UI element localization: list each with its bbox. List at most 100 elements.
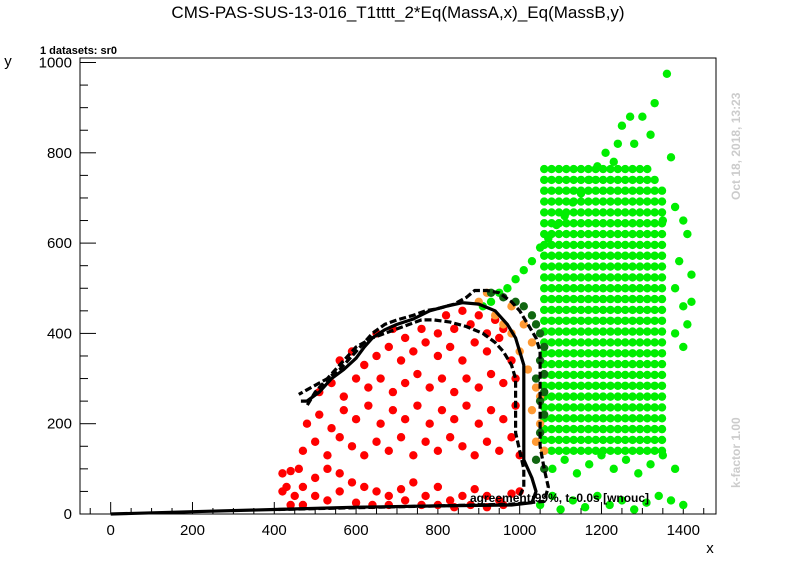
data-point-allowed [621, 403, 630, 412]
data-point-allowed [554, 208, 564, 217]
data-point-excluded_mismatch [531, 437, 541, 446]
data-point-allowed [670, 464, 680, 474]
data-point-excluded [315, 410, 324, 419]
data-point-allowed [554, 175, 564, 185]
data-point-allowed [554, 284, 564, 293]
data-point-allowed [650, 327, 659, 336]
data-point-allowed [643, 294, 652, 304]
data-point-allowed [650, 229, 659, 239]
data-point-allowed [562, 273, 571, 282]
data-point-allowed [628, 251, 637, 260]
data-point-allowed [635, 186, 645, 195]
data-point-allowed [621, 414, 630, 423]
data-point-allowed [576, 240, 586, 250]
data-point-allowed [643, 435, 652, 445]
data-point-excluded [310, 473, 320, 483]
data-point-allowed [576, 208, 586, 217]
data-point-excluded [298, 482, 308, 492]
data-point-excluded [437, 405, 447, 415]
data-point-allowed [657, 219, 667, 228]
data-point-allowed [547, 381, 556, 390]
data-point-allowed [679, 302, 688, 311]
data-point-allowed [554, 392, 564, 401]
data-point-allowed [598, 370, 608, 380]
data-point-allowed [547, 392, 556, 401]
data-point-allowed [569, 424, 578, 434]
data-point-allowed [643, 229, 652, 239]
data-point-allowed [657, 414, 667, 423]
data-point-allowed [606, 414, 615, 423]
data-point-allowed [598, 208, 608, 217]
y-tick-label: 200 [47, 416, 72, 433]
data-point-allowed [547, 424, 556, 434]
data-point-allowed [613, 305, 623, 315]
data-point-allowed [621, 349, 630, 358]
data-point-allowed [635, 435, 645, 445]
data-point-allowed [591, 435, 600, 445]
data-point-allowed [562, 208, 571, 217]
data-point-allowed [576, 164, 586, 174]
data-point-allowed [576, 403, 586, 412]
data-point-excluded [347, 442, 357, 451]
data-point-allowed [621, 175, 630, 185]
data-point-excluded [437, 374, 447, 383]
data-point-excluded [372, 437, 381, 446]
data-point-allowed [609, 157, 618, 167]
data-point-allowed [606, 284, 615, 293]
data-point-allowed [569, 435, 578, 445]
data-point-allowed [598, 403, 608, 412]
data-point-allowed_mismatch [540, 410, 549, 419]
data-point-allowed [562, 284, 571, 293]
data-point-allowed [576, 392, 586, 401]
data-point-excluded [364, 401, 373, 410]
data-point-allowed [540, 240, 549, 250]
data-point-allowed [650, 435, 659, 445]
data-point-allowed [576, 284, 586, 293]
data-point-allowed [576, 197, 586, 206]
data-point-allowed [591, 164, 600, 174]
data-point-allowed [613, 175, 623, 185]
data-point-allowed [643, 359, 652, 369]
data-point-allowed [606, 349, 615, 358]
data-point-excluded [433, 351, 443, 361]
data-point-allowed [591, 208, 600, 217]
data-point-allowed [540, 186, 549, 195]
data-point-allowed [519, 265, 528, 275]
data-point-allowed [576, 294, 586, 304]
y-tick-label: 600 [47, 235, 72, 252]
data-point-allowed [621, 197, 630, 206]
data-point-allowed [562, 305, 571, 315]
data-point-allowed [628, 273, 637, 282]
data-point-allowed [569, 240, 578, 250]
data-point-allowed [606, 403, 615, 412]
data-point-allowed [643, 262, 652, 271]
data-point-excluded [388, 387, 398, 397]
data-point-allowed [650, 284, 659, 293]
exclusion-line-dashed [305, 318, 526, 497]
data-point-excluded [433, 482, 443, 492]
data-point-allowed [657, 273, 667, 282]
data-point-allowed [628, 186, 637, 195]
data-point-allowed [569, 164, 578, 174]
data-point-allowed [654, 491, 663, 501]
data-point-allowed [613, 164, 623, 174]
data-point-allowed [569, 175, 578, 185]
data-point-allowed [657, 338, 667, 347]
data-point-allowed [650, 446, 659, 455]
data-point-allowed [576, 338, 586, 347]
data-point-allowed [576, 381, 586, 390]
data-point-allowed [642, 498, 651, 507]
data-point-allowed [613, 262, 623, 271]
data-point-allowed [554, 273, 564, 282]
data-point-allowed [547, 294, 556, 304]
data-point-allowed [650, 175, 659, 185]
data-point-excluded [450, 387, 459, 397]
data-point-allowed [569, 392, 578, 401]
data-point-allowed [576, 446, 586, 455]
data-point-allowed [554, 240, 564, 250]
data-point-excluded [372, 487, 381, 496]
data-point-allowed [548, 491, 557, 501]
data-point-allowed [643, 273, 652, 282]
y-tick-label: 0 [64, 506, 72, 523]
data-point-allowed [591, 338, 600, 347]
